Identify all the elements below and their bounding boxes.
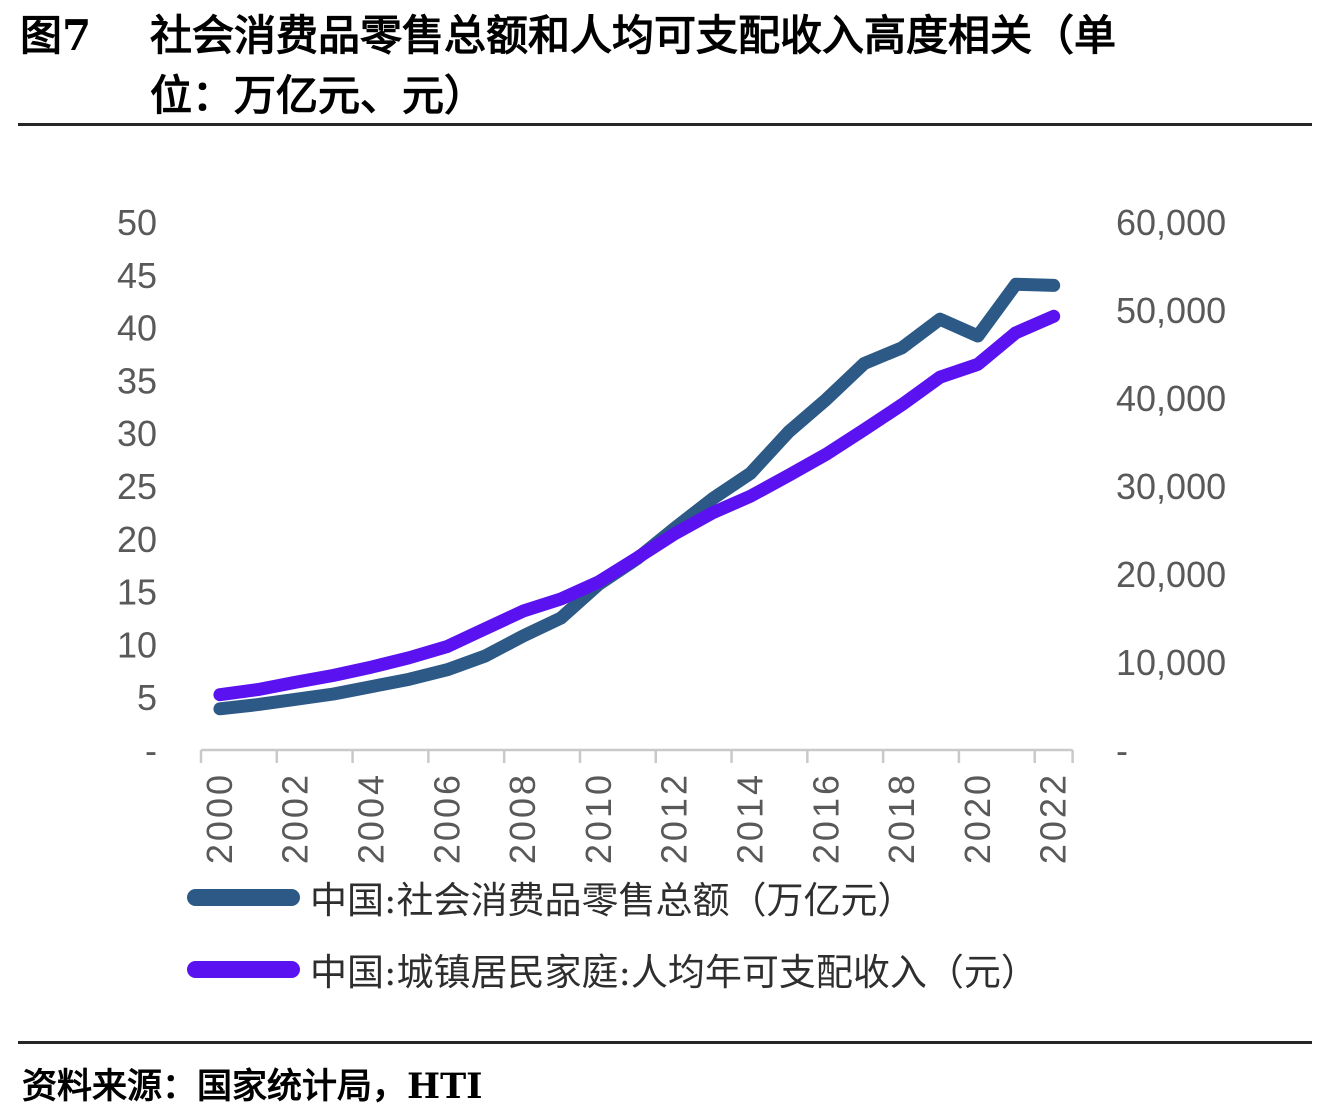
legend-item-retail: 中国:社会消费品零售总额（万亿元）	[187, 872, 1038, 922]
x-axis-label: 2010	[578, 772, 619, 864]
x-axis-label: 2002	[275, 772, 316, 864]
figure-title-line1: 社会消费品零售总额和人均可支配收入高度相关（单	[150, 11, 1117, 60]
source-divider	[18, 1041, 1312, 1044]
x-axis-label: 2018	[881, 772, 922, 864]
income-series-swatch	[187, 960, 300, 978]
title-divider	[18, 123, 1312, 126]
y-axis-left-label: 25	[117, 466, 157, 507]
chart-legend: 中国:社会消费品零售总额（万亿元） 中国:城镇居民家庭:人均年可支配收入（元）	[187, 872, 1038, 1016]
x-axis-label: 2004	[351, 772, 392, 864]
x-axis-label: 2014	[730, 772, 771, 864]
y-axis-left-label: -	[145, 730, 157, 771]
x-axis-label: 2006	[426, 772, 467, 864]
figure-title: 图7 社会消费品零售总额和人均可支配收入高度相关（单 位：万亿元、元）	[20, 6, 1316, 126]
figure-title-line2: 位：万亿元、元）	[150, 71, 487, 120]
series-line-income	[213, 309, 1061, 702]
x-axis-label: 2000	[199, 772, 240, 864]
x-axis-label: 2022	[1033, 772, 1074, 864]
figure-number: 图7	[20, 11, 92, 60]
y-axis-left-label: 40	[117, 308, 157, 349]
x-axis-label: 2008	[502, 772, 543, 864]
y-axis-left-label: 45	[117, 255, 157, 296]
x-axis-label: 2016	[805, 772, 846, 864]
y-axis-right-label: -	[1116, 730, 1128, 771]
y-axis-right-label: 50,000	[1116, 290, 1226, 331]
legend-item-income: 中国:城镇居民家庭:人均年可支配收入（元）	[187, 944, 1038, 994]
y-axis-left-label: 30	[117, 413, 157, 454]
legend-label-income: 中国:城镇居民家庭:人均年可支配收入（元）	[310, 951, 1038, 994]
y-axis-right-label: 10,000	[1116, 642, 1226, 683]
y-axis-left-label: 10	[117, 624, 157, 665]
y-axis-left-label: 5	[137, 677, 157, 718]
y-axis-right-label: 20,000	[1116, 554, 1226, 595]
y-axis-left-label: 50	[117, 202, 157, 243]
x-axis-label: 2020	[957, 772, 998, 864]
series-line-retail	[213, 277, 1061, 716]
x-axis-label: 2012	[654, 772, 695, 864]
y-axis-right-label: 40,000	[1116, 378, 1226, 419]
y-axis-left-label: 15	[117, 572, 157, 613]
y-axis-right-label: 30,000	[1116, 466, 1226, 507]
retail-series-swatch	[187, 888, 300, 906]
y-axis-right-label: 60,000	[1116, 202, 1226, 243]
legend-label-retail: 中国:社会消费品零售总额（万亿元）	[310, 879, 915, 922]
source-text: 资料来源：国家统计局，HTI	[22, 1066, 483, 1107]
y-axis-left-label: 20	[117, 519, 157, 560]
y-axis-left-label: 35	[117, 360, 157, 401]
